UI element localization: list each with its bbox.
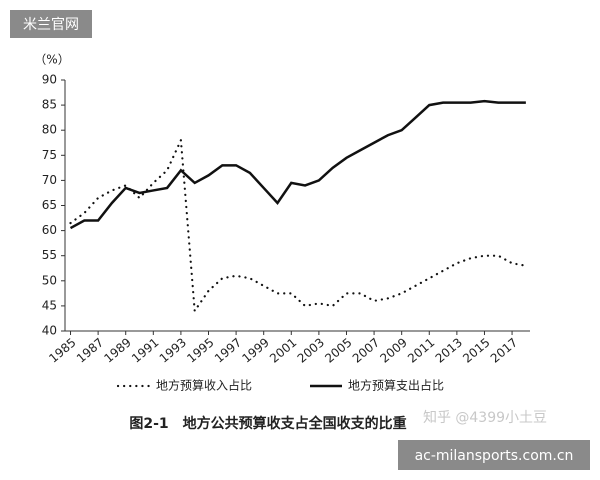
x-tick-label: 1987 [74,335,106,365]
y-tick-label: 85 [42,98,57,112]
legend-label: 地方预算收入占比 [156,378,252,393]
y-tick-label: 90 [42,73,57,87]
x-tick-label: 1991 [129,335,161,365]
x-tick-label: 1993 [157,335,189,365]
x-tick-label: 2007 [350,335,382,365]
y-tick-label: 75 [42,148,57,162]
series-line [69,99,526,230]
watermark: ac-milansports.com.cn [415,448,574,464]
x-tick-label: 2013 [433,335,465,365]
x-tick-label: 2009 [377,335,409,365]
x-tick-label: 1997 [212,335,244,365]
chart-title: 图2-1 地方公共预算收支占全国收支的比重 [129,415,406,432]
y-tick-label: 50 [42,273,57,287]
watermark: 知乎 @4399小土豆 [423,409,547,426]
x-tick-label: 2011 [405,335,437,365]
x-tick-label: 1989 [101,335,133,365]
y-tick-label: 65 [42,198,57,212]
y-tick-label: 70 [42,173,57,187]
x-tick-label: 2017 [488,335,520,365]
y-tick-label: 55 [42,248,57,262]
x-tick-label: 1985 [46,335,78,365]
series-line [69,135,527,315]
legend-label: 地方预算支出占比 [348,378,444,393]
y-tick-label: 80 [42,123,57,137]
x-tick-label: 2015 [460,335,492,365]
y-tick-label: 45 [42,298,57,312]
x-tick-label: 1995 [184,335,216,365]
watermark: 米兰官网 [23,17,79,33]
x-tick-label: 1999 [239,335,271,365]
watermark-box [398,440,590,470]
y-tick-label: 40 [42,324,57,338]
watermark-box [10,10,92,38]
y-tick-label: 60 [42,223,57,237]
x-tick-label: 2003 [295,335,327,365]
x-tick-label: 2005 [322,335,354,365]
x-tick-label: 2001 [267,335,299,365]
y-axis-unit: （%） [34,53,69,67]
